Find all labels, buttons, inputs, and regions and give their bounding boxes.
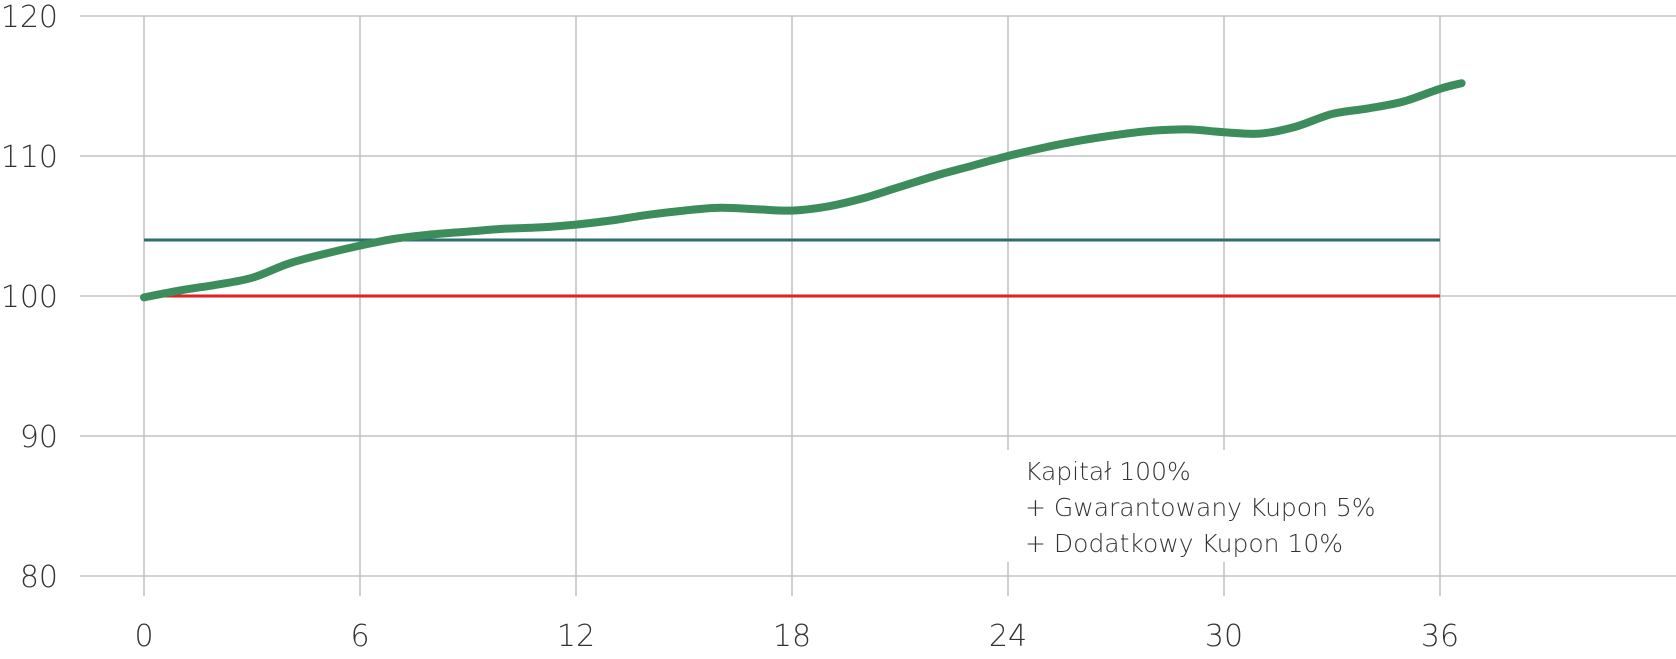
series-layer [140, 79, 1466, 302]
x-tick-label-24: 24 [989, 619, 1027, 654]
annotation-line-additional-coupon: + Dodatkowy Kupon 10% [1025, 529, 1343, 558]
grid [80, 15, 1676, 596]
annotation: Kapitał 100% + Gwarantowany Kupon 5% + D… [1000, 450, 1430, 562]
x-tick-label-12: 12 [557, 619, 595, 654]
x-tick-label-30: 30 [1205, 619, 1243, 654]
y-tick-label-100: 100 [1, 280, 58, 315]
x-tick-label-0: 0 [134, 619, 153, 654]
annotation-background [1000, 450, 1430, 562]
y-axis-ticks: 80 90 100 110 120 [1, 0, 58, 595]
x-tick-label-18: 18 [773, 619, 811, 654]
x-axis-ticks: 0 6 12 18 24 30 36 [134, 619, 1459, 654]
y-tick-label-90: 90 [20, 420, 58, 455]
series-line-0 [140, 79, 1466, 302]
y-tick-label-110: 110 [1, 140, 58, 175]
annotation-line-guaranteed-coupon: + Gwarantowany Kupon 5% [1025, 493, 1376, 522]
x-tick-label-36: 36 [1421, 619, 1459, 654]
reference-lines [144, 238, 1440, 298]
y-tick-label-120: 120 [1, 0, 58, 35]
x-tick-label-6: 6 [350, 619, 369, 654]
annotation-line-capital: Kapitał 100% [1025, 457, 1191, 486]
y-tick-label-80: 80 [20, 560, 58, 595]
